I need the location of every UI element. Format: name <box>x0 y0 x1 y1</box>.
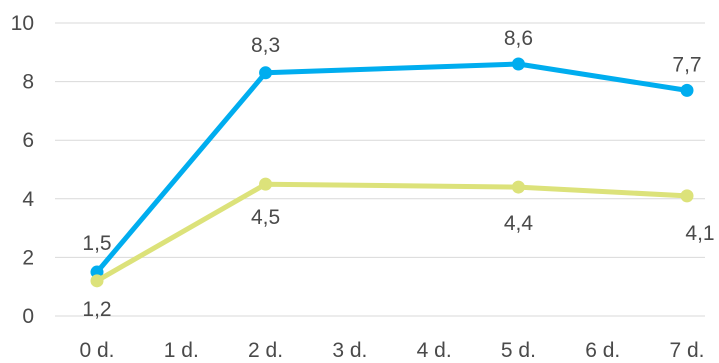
data-point <box>259 177 273 191</box>
y-tick-label: 4 <box>22 188 34 211</box>
x-tick-label: 7 d. <box>669 339 704 362</box>
x-tick-label: 1 d. <box>164 339 199 362</box>
data-point <box>680 189 694 203</box>
x-tick-label: 2 d. <box>248 339 283 362</box>
data-point <box>259 66 273 80</box>
data-label: 1,5 <box>82 232 111 255</box>
grid-lines <box>55 22 705 317</box>
y-tick-label: 0 <box>22 305 34 328</box>
x-tick-label: 4 d. <box>417 339 452 362</box>
data-label: 4,5 <box>251 206 280 229</box>
data-label: 1,2 <box>82 298 111 321</box>
data-label: 7,7 <box>672 53 701 76</box>
series-lines <box>90 57 694 288</box>
x-tick-label: 0 d. <box>79 339 114 362</box>
data-point <box>511 57 525 71</box>
series-line-2 <box>94 181 690 284</box>
data-point <box>511 180 525 194</box>
data-labels: 1,5 8,3 8,6 7,7 1,2 4,5 4,4 4,1 <box>82 27 714 321</box>
data-label: 4,4 <box>504 212 534 235</box>
data-label: 4,1 <box>685 222 714 245</box>
data-label: 8,6 <box>504 27 533 50</box>
y-tick-label: 8 <box>22 71 34 94</box>
x-tick-label: 3 d. <box>332 339 367 362</box>
data-point <box>680 83 694 97</box>
y-tick-label: 6 <box>22 129 34 152</box>
data-point <box>90 274 104 288</box>
x-tick-label: 5 d. <box>501 339 536 362</box>
x-tick-label: 6 d. <box>585 339 620 362</box>
series-line-1 <box>94 61 690 275</box>
y-axis-tick-labels: 0 2 4 6 8 10 <box>11 12 35 328</box>
y-tick-label: 2 <box>22 246 34 269</box>
data-label: 8,3 <box>251 34 280 57</box>
y-tick-label: 10 <box>11 12 34 35</box>
x-axis-tick-labels: 0 d. 1 d. 2 d. 3 d. 4 d. 5 d. 6 d. 7 d. <box>79 339 704 362</box>
